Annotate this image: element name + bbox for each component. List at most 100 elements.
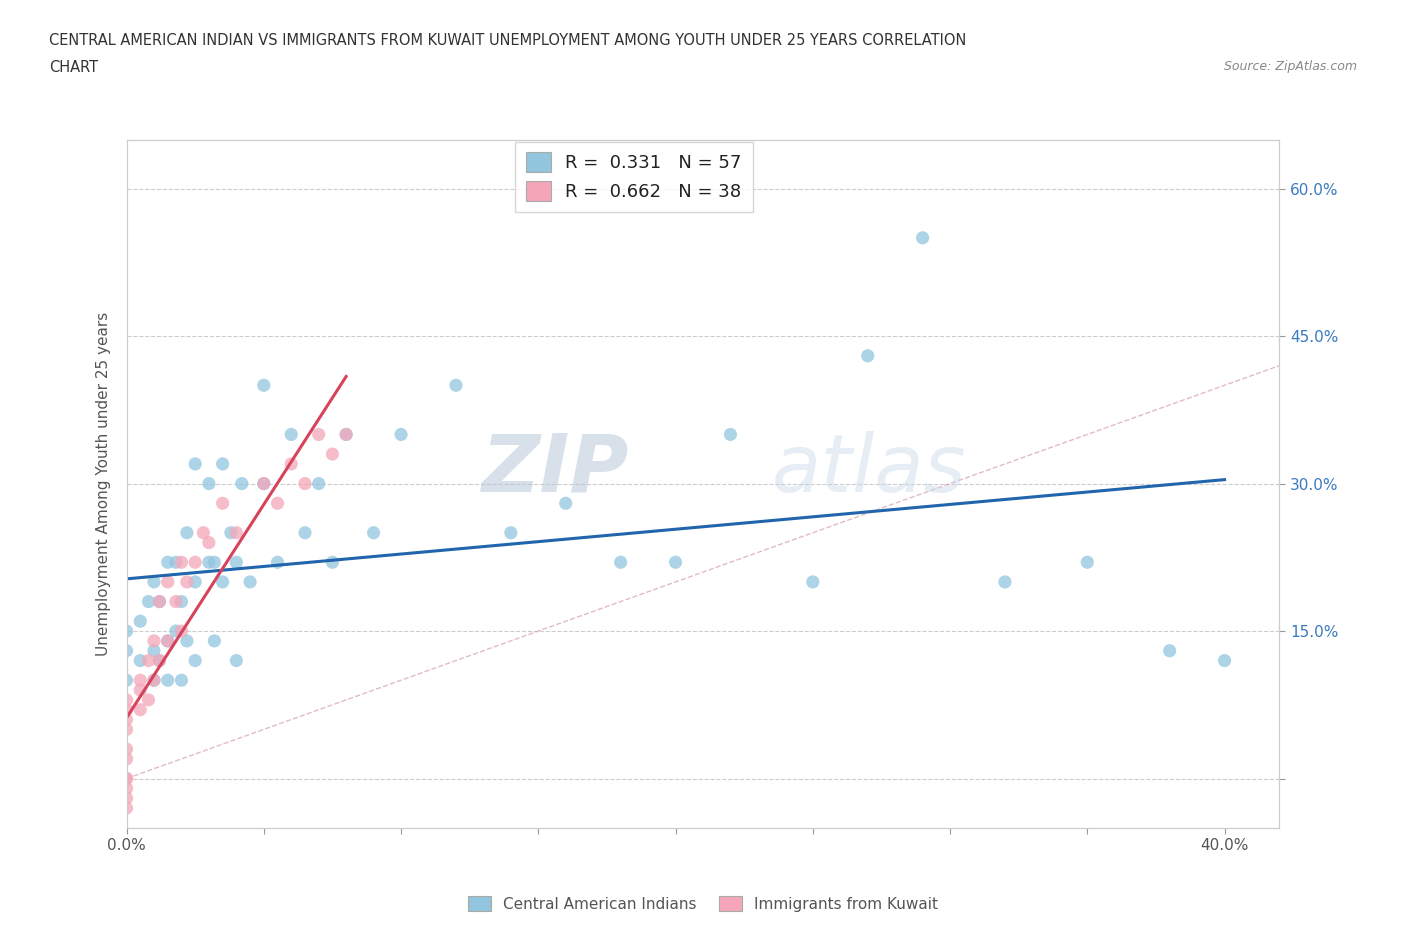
Point xyxy=(280,427,302,442)
Point xyxy=(389,427,412,442)
Point xyxy=(115,771,138,786)
Point xyxy=(253,476,276,491)
Point xyxy=(219,525,242,540)
Legend: R =  0.331   N = 57, R =  0.662   N = 38: R = 0.331 N = 57, R = 0.662 N = 38 xyxy=(515,141,752,212)
Point xyxy=(170,555,193,570)
Point xyxy=(294,525,316,540)
Point xyxy=(176,633,198,648)
Point xyxy=(170,624,193,639)
Point xyxy=(801,575,824,590)
Point xyxy=(148,594,170,609)
Point xyxy=(148,594,170,609)
Point xyxy=(115,672,138,687)
Text: Source: ZipAtlas.com: Source: ZipAtlas.com xyxy=(1223,60,1357,73)
Point xyxy=(664,555,686,570)
Point xyxy=(308,427,330,442)
Text: atlas: atlas xyxy=(772,431,967,509)
Point xyxy=(184,575,207,590)
Point xyxy=(148,653,170,668)
Point xyxy=(198,555,221,570)
Point xyxy=(266,496,288,511)
Point xyxy=(156,575,179,590)
Point xyxy=(184,555,207,570)
Point xyxy=(225,525,247,540)
Point xyxy=(1076,555,1098,570)
Point xyxy=(198,535,221,550)
Point xyxy=(211,496,233,511)
Point xyxy=(156,672,179,687)
Point xyxy=(231,476,253,491)
Point xyxy=(1159,644,1181,658)
Point xyxy=(129,672,152,687)
Point xyxy=(115,781,138,796)
Point xyxy=(335,427,357,442)
Point xyxy=(143,672,166,687)
Point xyxy=(280,457,302,472)
Point xyxy=(115,771,138,786)
Point xyxy=(129,683,152,698)
Point xyxy=(184,653,207,668)
Point xyxy=(165,624,187,639)
Point xyxy=(165,555,187,570)
Point xyxy=(138,653,160,668)
Y-axis label: Unemployment Among Youth under 25 years: Unemployment Among Youth under 25 years xyxy=(96,312,111,656)
Point xyxy=(148,653,170,668)
Point xyxy=(444,378,467,392)
Legend: Central American Indians, Immigrants from Kuwait: Central American Indians, Immigrants fro… xyxy=(461,889,945,918)
Point xyxy=(294,476,316,491)
Point xyxy=(115,702,138,717)
Point xyxy=(170,594,193,609)
Point xyxy=(609,555,631,570)
Point xyxy=(363,525,385,540)
Point xyxy=(266,555,288,570)
Point xyxy=(225,555,247,570)
Point xyxy=(856,349,879,364)
Point xyxy=(499,525,522,540)
Point xyxy=(321,555,343,570)
Point xyxy=(184,457,207,472)
Text: CENTRAL AMERICAN INDIAN VS IMMIGRANTS FROM KUWAIT UNEMPLOYMENT AMONG YOUTH UNDER: CENTRAL AMERICAN INDIAN VS IMMIGRANTS FR… xyxy=(49,33,966,47)
Point xyxy=(115,790,138,805)
Point xyxy=(170,672,193,687)
Text: ZIP: ZIP xyxy=(481,431,628,509)
Point xyxy=(156,633,179,648)
Point xyxy=(115,751,138,766)
Text: CHART: CHART xyxy=(49,60,98,75)
Point xyxy=(211,575,233,590)
Point xyxy=(202,633,225,648)
Point xyxy=(143,672,166,687)
Point xyxy=(129,702,152,717)
Point xyxy=(115,624,138,639)
Point xyxy=(156,633,179,648)
Point xyxy=(193,525,215,540)
Point xyxy=(129,614,152,629)
Point xyxy=(156,555,179,570)
Point xyxy=(335,427,357,442)
Point xyxy=(253,378,276,392)
Point xyxy=(176,525,198,540)
Point xyxy=(211,457,233,472)
Point xyxy=(994,575,1017,590)
Point xyxy=(143,633,166,648)
Point xyxy=(138,693,160,708)
Point xyxy=(225,653,247,668)
Point xyxy=(198,476,221,491)
Point xyxy=(720,427,742,442)
Point xyxy=(911,231,934,246)
Point xyxy=(554,496,576,511)
Point xyxy=(115,693,138,708)
Point xyxy=(321,446,343,461)
Point xyxy=(143,575,166,590)
Point xyxy=(308,476,330,491)
Point xyxy=(129,653,152,668)
Point xyxy=(115,712,138,727)
Point xyxy=(1213,653,1236,668)
Point xyxy=(165,594,187,609)
Point xyxy=(202,555,225,570)
Point xyxy=(176,575,198,590)
Point xyxy=(115,801,138,816)
Point xyxy=(115,741,138,756)
Point xyxy=(143,644,166,658)
Point xyxy=(115,722,138,737)
Point xyxy=(253,476,276,491)
